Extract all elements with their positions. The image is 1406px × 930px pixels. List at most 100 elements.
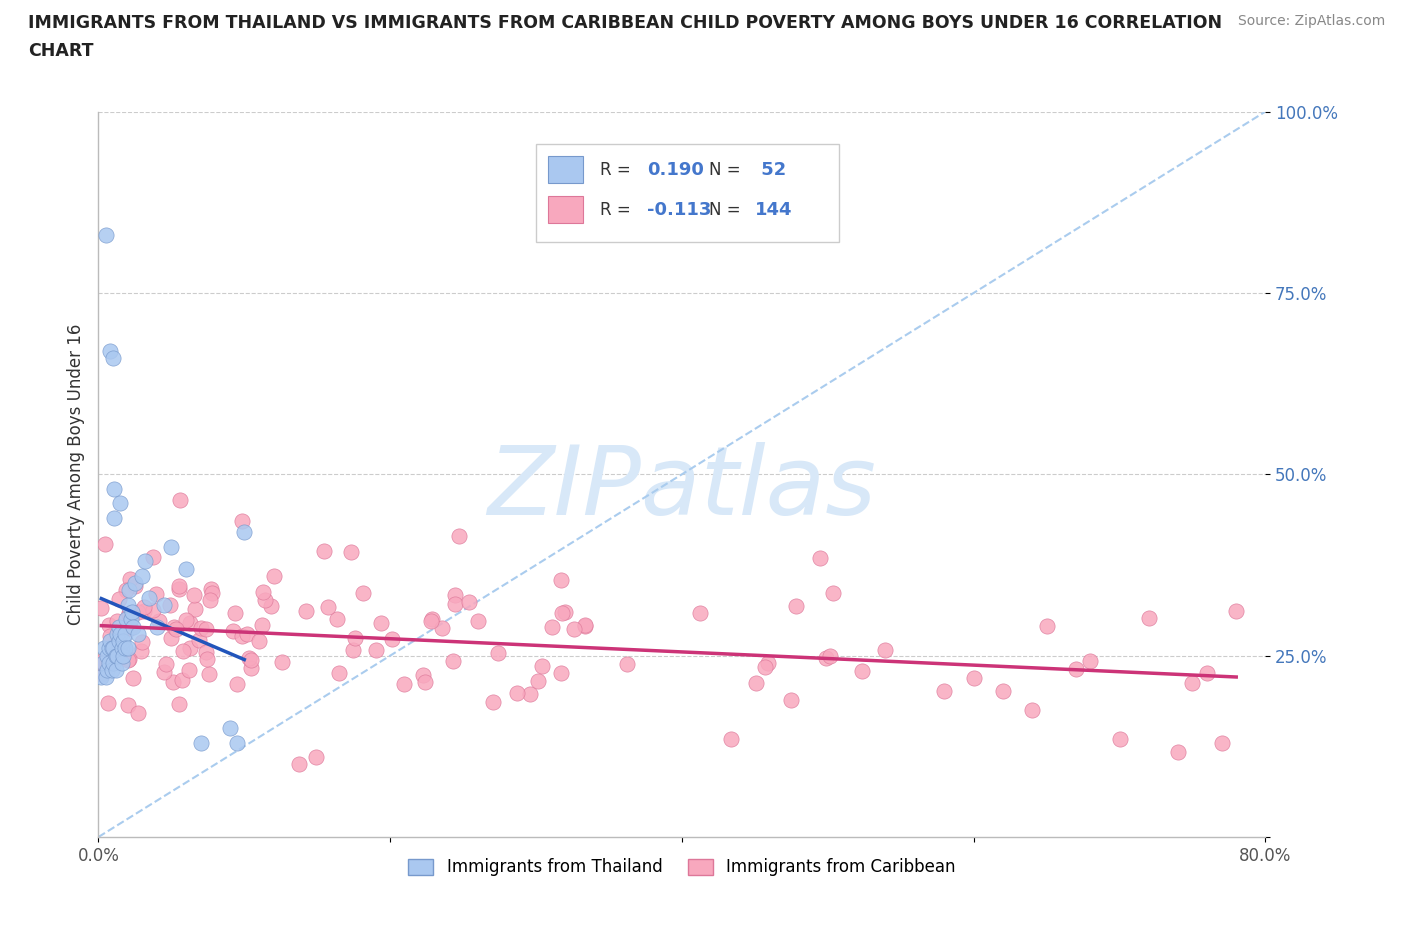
Point xyxy=(101,656,124,671)
Point xyxy=(231,514,253,529)
Point xyxy=(1181,675,1204,690)
Point xyxy=(810,551,832,565)
Point xyxy=(574,619,596,634)
Point xyxy=(105,648,128,663)
Point xyxy=(120,620,142,635)
Point xyxy=(160,539,183,554)
Point xyxy=(103,482,125,497)
Point xyxy=(120,572,142,587)
Point xyxy=(412,667,434,682)
Point xyxy=(97,618,120,633)
Point xyxy=(312,544,335,559)
Point xyxy=(339,544,361,559)
Point xyxy=(131,568,153,583)
Point xyxy=(294,604,316,618)
Point xyxy=(167,697,190,711)
Point xyxy=(823,586,845,601)
Point xyxy=(105,627,128,642)
Point xyxy=(1195,665,1218,680)
Point xyxy=(815,650,838,665)
Text: N =: N = xyxy=(709,201,745,219)
Point xyxy=(316,600,339,615)
Point xyxy=(449,528,471,543)
Point xyxy=(486,645,509,660)
Point xyxy=(194,644,217,659)
Point xyxy=(118,607,141,622)
Point xyxy=(97,696,120,711)
Point xyxy=(117,698,139,713)
Point xyxy=(564,621,586,636)
Point xyxy=(124,576,146,591)
Point xyxy=(117,597,139,612)
Text: R =: R = xyxy=(600,161,637,179)
Point xyxy=(818,649,841,664)
Point xyxy=(352,585,374,600)
Point xyxy=(98,633,121,648)
Point xyxy=(991,684,1014,698)
Point xyxy=(342,642,364,657)
Point xyxy=(200,581,222,596)
Point xyxy=(187,632,209,647)
Point xyxy=(420,612,443,627)
Text: 52: 52 xyxy=(755,161,787,179)
Point xyxy=(554,604,576,619)
Point xyxy=(110,627,132,642)
Point xyxy=(689,606,711,621)
Point xyxy=(233,525,256,539)
Point xyxy=(288,757,311,772)
Point xyxy=(108,633,131,648)
Point xyxy=(328,666,350,681)
Point xyxy=(115,612,138,627)
Point xyxy=(457,595,479,610)
Point xyxy=(111,641,134,656)
Point xyxy=(169,581,191,596)
Point xyxy=(127,604,149,619)
Point xyxy=(134,554,156,569)
Point xyxy=(370,616,392,631)
Point xyxy=(131,634,153,649)
Point xyxy=(780,693,803,708)
Point xyxy=(134,599,156,614)
Point xyxy=(142,603,165,618)
Point xyxy=(124,578,146,593)
Point xyxy=(550,573,572,588)
Point xyxy=(117,652,139,667)
Point xyxy=(1108,731,1130,746)
Point xyxy=(98,343,121,358)
Text: 144: 144 xyxy=(755,201,793,219)
Point xyxy=(97,641,120,656)
Text: 0.190: 0.190 xyxy=(647,161,704,179)
Point xyxy=(122,619,145,634)
Point xyxy=(506,685,529,700)
Point xyxy=(194,622,217,637)
Point xyxy=(530,658,553,673)
FancyBboxPatch shape xyxy=(536,144,839,242)
Point xyxy=(153,597,176,612)
Point xyxy=(111,656,134,671)
Point xyxy=(252,584,274,599)
Point xyxy=(117,641,139,656)
Point xyxy=(105,614,128,629)
Point xyxy=(91,656,114,671)
Point xyxy=(1064,661,1087,676)
Text: N =: N = xyxy=(709,161,745,179)
Point xyxy=(115,583,138,598)
Point xyxy=(108,619,131,634)
FancyBboxPatch shape xyxy=(548,156,582,183)
Point xyxy=(179,616,201,631)
Point xyxy=(152,665,174,680)
Point xyxy=(392,676,415,691)
Point xyxy=(169,493,191,508)
Point xyxy=(174,612,197,627)
Point xyxy=(184,602,207,617)
Point xyxy=(304,750,326,764)
Point xyxy=(519,686,541,701)
Point xyxy=(252,618,274,633)
Point xyxy=(90,670,112,684)
Point xyxy=(142,550,165,565)
Text: R =: R = xyxy=(600,201,637,219)
Point xyxy=(101,351,124,365)
Point xyxy=(541,619,564,634)
Point xyxy=(756,656,779,671)
Point xyxy=(616,657,638,671)
